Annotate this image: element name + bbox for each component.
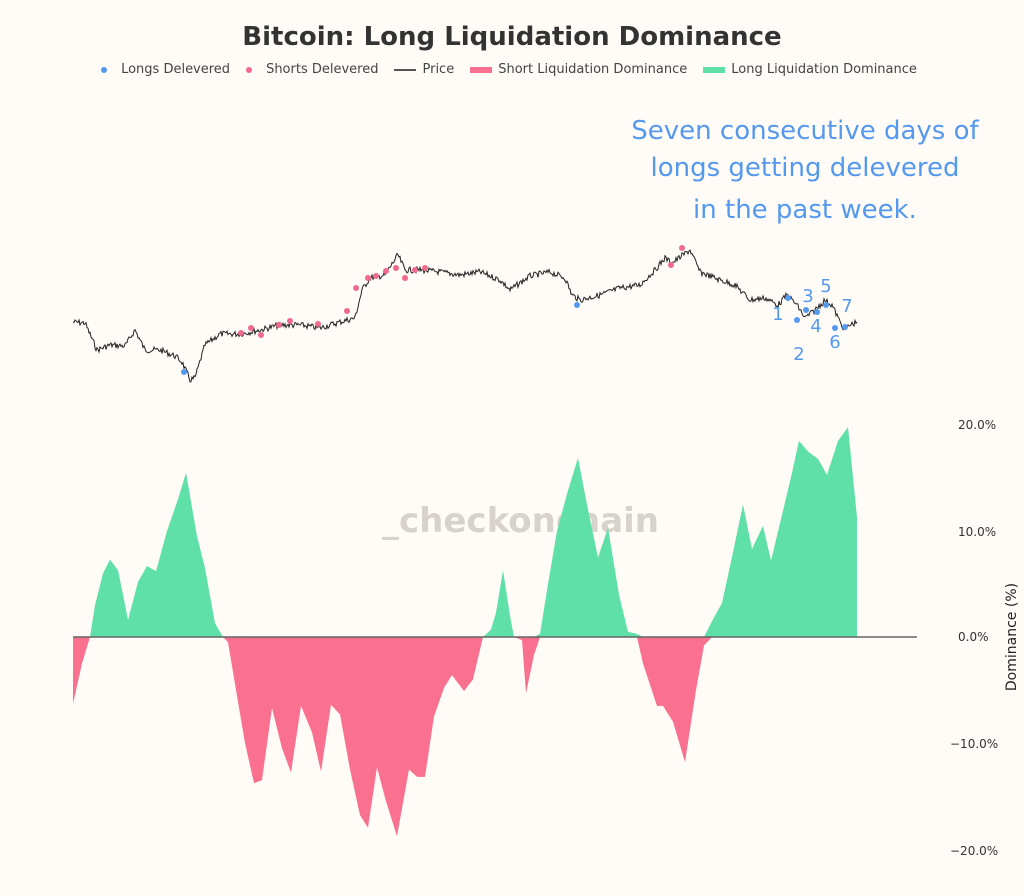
legend-label: Price bbox=[422, 62, 455, 77]
longs-day-label: 4 bbox=[810, 316, 821, 337]
shorts-delevered-point bbox=[679, 245, 685, 251]
longs-delevered-point bbox=[832, 325, 838, 331]
longs-delevered-point bbox=[785, 295, 791, 301]
longs-day-label: 3 bbox=[802, 286, 813, 307]
chart-title: Bitcoin: Long Liquidation Dominance bbox=[242, 22, 782, 52]
longs-day-label: 7 bbox=[841, 296, 852, 317]
pink-bar-icon bbox=[470, 66, 493, 73]
pink-dot-icon bbox=[246, 66, 253, 73]
legend-price[interactable]: Price bbox=[394, 62, 454, 77]
y-tick: 20.0% bbox=[958, 418, 996, 432]
longs-day-label: 6 bbox=[829, 332, 840, 353]
y-axis-label: Dominance (%) bbox=[1004, 583, 1020, 691]
watermark: _checkonchain bbox=[382, 501, 659, 541]
longs-delevered-point bbox=[803, 307, 809, 313]
legend-label: Short Liquidation Dominance bbox=[498, 62, 688, 77]
longs-delevered-point bbox=[181, 369, 187, 375]
legend: Longs Delevered Shorts Delevered Price S… bbox=[0, 62, 1024, 77]
legend-longs-delevered[interactable]: Longs Delevered bbox=[101, 62, 230, 77]
y-tick: −20.0% bbox=[950, 844, 998, 858]
short-liquidation-dominance-area bbox=[73, 637, 857, 837]
shorts-delevered-point bbox=[344, 308, 350, 314]
legend-shorts-delevered[interactable]: Shorts Delevered bbox=[246, 62, 378, 77]
shorts-delevered-point bbox=[668, 262, 674, 268]
longs-day-label: 1 bbox=[772, 304, 783, 325]
shorts-delevered-point bbox=[383, 268, 389, 274]
shorts-delevered-point bbox=[365, 275, 371, 281]
shorts-delevered-point bbox=[422, 265, 428, 271]
price-line bbox=[72, 249, 858, 383]
legend-long-liq-dominance[interactable]: Long Liquidation Dominance bbox=[703, 62, 917, 77]
blue-dot-icon bbox=[101, 66, 108, 73]
longs-day-label: 2 bbox=[793, 344, 804, 365]
legend-short-liq-dominance[interactable]: Short Liquidation Dominance bbox=[470, 62, 687, 77]
line-icon bbox=[394, 68, 417, 71]
shorts-delevered-point bbox=[373, 273, 379, 279]
long-liquidation-dominance-area bbox=[73, 427, 857, 637]
y-tick: −10.0% bbox=[950, 737, 998, 751]
longs-delevered-point bbox=[842, 324, 848, 330]
longs-delevered-point bbox=[794, 317, 800, 323]
shorts-delevered-point bbox=[276, 322, 282, 328]
annotation-line-3: in the past week. bbox=[693, 195, 917, 225]
y-tick: 10.0% bbox=[958, 525, 996, 539]
shorts-delevered-point bbox=[258, 332, 264, 338]
legend-label: Long Liquidation Dominance bbox=[731, 62, 917, 77]
green-bar-icon bbox=[703, 66, 726, 73]
longs-delevered-point bbox=[574, 302, 580, 308]
shorts-delevered-point bbox=[248, 325, 254, 331]
shorts-delevered-point bbox=[238, 330, 244, 336]
legend-label: Shorts Delevered bbox=[266, 62, 379, 77]
legend-label: Longs Delevered bbox=[121, 62, 231, 77]
annotation-line-1: Seven consecutive days of bbox=[631, 116, 979, 146]
longs-day-label: 5 bbox=[820, 276, 831, 297]
shorts-delevered-point bbox=[315, 321, 321, 327]
shorts-delevered-point bbox=[412, 267, 418, 273]
annotation-line-2: longs getting delevered bbox=[650, 153, 960, 183]
shorts-delevered-point bbox=[287, 318, 293, 324]
longs-delevered-point bbox=[823, 302, 829, 308]
y-tick: 0.0% bbox=[958, 630, 989, 644]
shorts-delevered-point bbox=[353, 285, 359, 291]
longs-delevered-point bbox=[814, 309, 820, 315]
shorts-delevered-point bbox=[393, 265, 399, 271]
shorts-delevered-point bbox=[402, 275, 408, 281]
